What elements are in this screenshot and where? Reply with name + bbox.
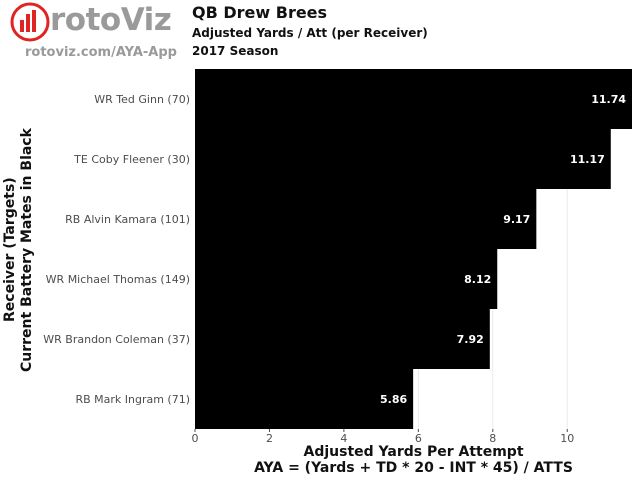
x-tick-label: 2 [266,432,273,445]
bar [195,369,414,429]
bar-value-label: 9.17 [503,213,530,226]
x-axis-formula: AYA = (Yards + TD * 20 - INT * 45) / ATT… [254,460,573,476]
logo-text: rotoViz [50,2,172,38]
x-tick-label: 4 [340,432,347,445]
bar-value-label: 5.86 [380,393,407,406]
y-tick-label: RB Mark Ingram (71) [75,393,190,406]
logo-bars-icon [10,2,50,42]
bar-value-label: 7.92 [457,333,484,346]
y-tick-label: WR Michael Thomas (149) [46,273,190,286]
x-tick-label: 0 [192,432,199,445]
rotoviz-logo: rotoViz [10,2,180,42]
bar [195,69,632,129]
bar-value-label: 11.74 [591,93,626,106]
y-tick-label: RB Alvin Kamara (101) [65,213,190,226]
y-tick-label: TE Coby Fleener (30) [73,153,190,166]
y-axis-label: Receiver (Targets) [2,177,18,322]
bar [195,189,537,249]
x-tick-label: 6 [415,432,422,445]
bar [195,129,611,189]
chart-subtitle: Adjusted Yards / Att (per Receiver) [192,26,428,40]
y-tick-label: WR Ted Ginn (70) [94,93,190,106]
bar-value-label: 8.12 [464,273,491,286]
chart-title: QB Drew Brees [192,3,328,22]
x-tick-label: 8 [489,432,496,445]
bar-value-label: 11.17 [570,153,605,166]
x-tick-label: 10 [560,432,574,445]
y-axis-sublabel: Current Battery Mates in Black [19,128,35,372]
bar [195,249,498,309]
chart-season: 2017 Season [192,44,279,58]
x-axis-label: Adjusted Yards Per Attempt [303,444,524,460]
bar [195,309,490,369]
y-tick-label: WR Brandon Coleman (37) [43,333,190,346]
site-url: rotoviz.com/AYA-App [25,45,177,60]
